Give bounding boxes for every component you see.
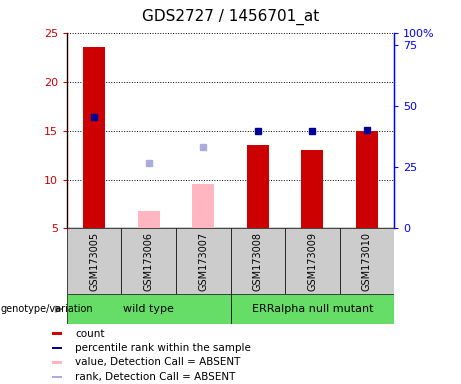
Bar [192,184,214,228]
Bar [52,361,62,364]
Bar [247,145,269,228]
Text: GDS2727 / 1456701_at: GDS2727 / 1456701_at [142,8,319,25]
Text: rank, Detection Call = ABSENT: rank, Detection Call = ABSENT [75,372,235,382]
Bar [340,228,394,294]
Bar [52,376,62,378]
Text: value, Detection Call = ABSENT: value, Detection Call = ABSENT [75,358,240,367]
Text: GSM173005: GSM173005 [89,232,99,291]
Text: count: count [75,329,104,339]
Text: wild type: wild type [123,304,174,314]
Bar [301,150,323,228]
Text: GSM173008: GSM173008 [253,232,263,291]
Text: percentile rank within the sample: percentile rank within the sample [75,343,251,353]
Bar [138,211,160,228]
Bar [52,333,62,335]
Text: genotype/variation: genotype/variation [1,304,94,314]
Bar [356,131,378,228]
Text: GSM173006: GSM173006 [144,232,154,291]
Text: GSM173010: GSM173010 [362,232,372,291]
Bar [121,228,176,294]
Text: ERRalpha null mutant: ERRalpha null mutant [252,304,373,314]
Bar [83,47,105,228]
Bar [67,294,230,324]
Bar [230,294,394,324]
Bar [230,228,285,294]
Bar [67,228,121,294]
Text: GSM173007: GSM173007 [198,232,208,291]
Text: GSM173009: GSM173009 [307,232,317,291]
Bar [52,347,62,349]
Bar [285,228,340,294]
Bar [176,228,230,294]
